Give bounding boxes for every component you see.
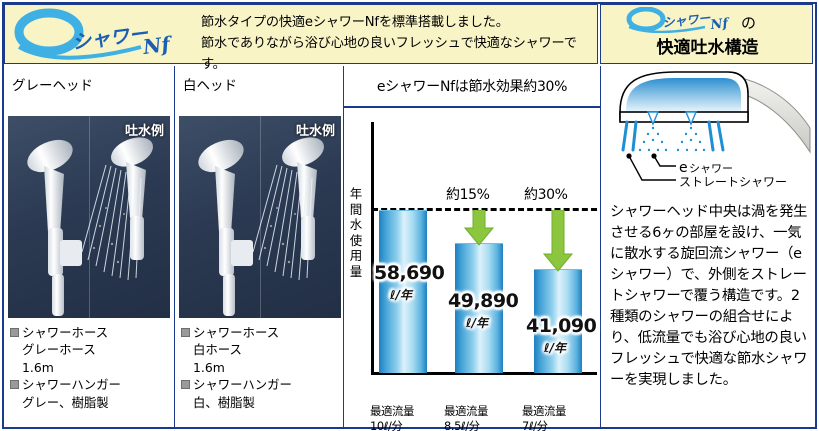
e-shower-nf-logo-small: シャワー Nf の	[601, 6, 814, 34]
spec-sub: 白、樹脂製	[193, 394, 255, 410]
svg-text:シャワー: シャワー	[662, 11, 712, 30]
svg-text:Nf: Nf	[709, 16, 731, 33]
chart-bar-value-2: 49,890	[448, 290, 519, 312]
chart-y-axis	[371, 122, 374, 374]
photo-divider	[260, 116, 261, 318]
header-banner-right: シャワー Nf の 快適吐水構造	[600, 4, 813, 64]
photo-divider	[89, 116, 90, 318]
structure-description: シャワーヘッド中央は渦を発生させる6ヶの部屋を設け、一気に散水する旋回流シャワー…	[610, 204, 808, 388]
product-column-grey: グレーヘッド	[4, 66, 174, 427]
shower-head-photo-illustration	[198, 137, 324, 316]
product-photo-grey: 吐水例	[8, 116, 170, 318]
spec-head: シャワーホース	[193, 325, 280, 340]
photo-tag-grey: 吐水例	[124, 124, 164, 139]
chart-category-2: 最適流量 8.5ℓ/分 のシャワー	[444, 404, 488, 431]
square-bullet-icon	[181, 328, 190, 337]
spec-list-white: シャワーホース 白ホース 1.6m シャワーハンガー 白、樹脂製	[181, 324, 341, 411]
chart-arrow-2	[463, 209, 495, 250]
chart-bar-unit-2: ℓ/年	[466, 316, 489, 330]
divider-2	[343, 66, 344, 427]
water-usage-chart-panel: eシャワーNfは節水効果約30% 年間水使用量 58,690 ℓ/年 49,89…	[344, 66, 600, 431]
spec-head: シャワーホース	[22, 325, 109, 340]
spec-sub: グレーホース	[22, 342, 96, 358]
svg-text:ストレートシャワー: ストレートシャワー	[679, 175, 787, 189]
square-bullet-icon	[181, 380, 190, 390]
chart-category-3: 最適流量 7ℓ/分	[522, 404, 566, 431]
svg-text:の: の	[741, 14, 756, 32]
svg-text:シャワー: シャワー	[689, 162, 733, 175]
column-title-grey: グレーヘッド	[12, 78, 93, 94]
shower-head-photo-illustration	[27, 137, 153, 316]
header-description: 節水タイプの快適eシャワーNfを標準搭載しました。 節水でありながら浴び心地の良…	[201, 15, 577, 72]
column-title-white: 白ヘッド	[183, 78, 237, 94]
photo-tag-white: 吐水例	[295, 124, 335, 139]
header-banner: シャワー Nf 節水タイプの快適eシャワーNfを標準搭載しました。 節水でありな…	[4, 4, 598, 72]
spec-sub: 1.6m	[22, 359, 54, 375]
spec-sub: グレー、樹脂製	[22, 394, 109, 410]
chart-reduction-label-2: 約15%	[446, 187, 490, 203]
spec-row: シャワーハンガー	[181, 376, 341, 393]
svg-text:e: e	[679, 160, 688, 176]
divider-3	[600, 66, 601, 427]
spec-list-grey: シャワーホース グレーホース 1.6m シャワーハンガー グレー、樹脂製	[10, 324, 170, 411]
chart-bar-value-1: 58,690	[374, 262, 445, 284]
spec-sub: 1.6m	[193, 359, 225, 375]
chart-bar-unit-1: ℓ/年	[390, 288, 413, 302]
square-bullet-icon	[10, 328, 19, 337]
product-photo-white: 吐水例	[179, 116, 341, 318]
chart-bar-3	[534, 269, 582, 373]
chart-category-1: 最適流量 10ℓ/分 のシャワー	[370, 404, 414, 431]
chart-bar-value-3: 41,090	[526, 315, 597, 337]
e-shower-nf-logo: シャワー Nf	[11, 7, 196, 63]
chart-category-labels: 最適流量 10ℓ/分 のシャワー 最適流量 8.5ℓ/分 のシャワー 最適流量 …	[344, 404, 600, 431]
chart-x-axis	[371, 372, 597, 375]
spec-row: シャワーホース	[181, 324, 341, 341]
shower-head-cross-section-diagram: e シャワー ストレートシャワー	[602, 66, 813, 198]
divider-1	[174, 66, 175, 427]
spec-row: シャワーハンガー	[10, 376, 170, 393]
chart-y-axis-label: 年間水使用量	[349, 186, 363, 279]
spec-row: シャワーホース	[10, 324, 170, 341]
chart-reduction-label-3: 約30%	[524, 187, 568, 203]
header-right-title: 快適吐水構造	[656, 38, 759, 58]
chart-bar-1	[379, 210, 427, 373]
svg-text:Nf: Nf	[141, 31, 175, 59]
chart-bar-2	[455, 243, 503, 373]
spec-head: シャワーハンガー	[22, 377, 121, 393]
square-bullet-icon	[10, 380, 19, 390]
spec-head: シャワーハンガー	[193, 377, 292, 393]
chart-title: eシャワーNfは節水効果約30%	[344, 66, 600, 108]
chart-bar-unit-3: ℓ/年	[544, 341, 567, 355]
bar-chart-plot: 年間水使用量 58,690 ℓ/年 49,890 ℓ/年 約15% 41,090…	[344, 110, 600, 404]
product-column-white: 白ヘッド	[175, 66, 345, 427]
structure-explanation-panel: e シャワー ストレートシャワー シャワーヘッド中央は渦を発生させる6ヶの部屋を…	[602, 66, 813, 427]
spec-sub: 白ホース	[193, 342, 242, 358]
chart-arrow-3	[542, 209, 574, 276]
